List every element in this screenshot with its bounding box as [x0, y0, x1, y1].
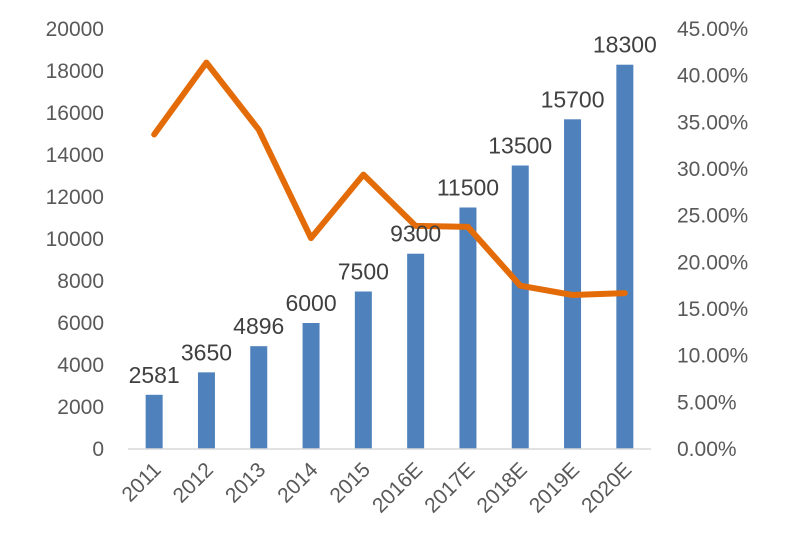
left-axis-tick-label: 20000	[46, 18, 104, 41]
line-point	[153, 133, 155, 135]
x-axis-tick-label: 2017E	[420, 458, 479, 517]
bar	[354, 291, 372, 449]
bar-data-label: 3650	[181, 339, 232, 365]
left-axis-tick-label: 18000	[46, 60, 104, 83]
line-point	[310, 237, 312, 239]
right-axis-tick-label: 35.00%	[677, 111, 748, 134]
bar	[250, 346, 268, 449]
bar-data-label: 4896	[233, 313, 284, 339]
x-axis-tick-label: 2013	[221, 458, 270, 507]
right-axis-tick-label: 10.00%	[677, 345, 748, 368]
line-series	[151, 59, 628, 298]
bar	[145, 394, 163, 449]
bar-data-label: 18300	[593, 32, 657, 58]
right-axis-tick-label: 30.00%	[677, 158, 748, 181]
line-point	[258, 129, 260, 131]
line-point	[205, 62, 207, 64]
x-axis-tick-label: 2011	[117, 458, 165, 506]
bar-data-label: 7500	[338, 259, 389, 285]
bar-data-label: 6000	[285, 290, 336, 316]
left-axis-tick-label: 10000	[46, 228, 104, 251]
line-point	[519, 285, 521, 287]
bar	[564, 119, 582, 450]
x-axis-tick-label: 2015	[326, 458, 375, 507]
right-axis-tick-label: 0.00%	[677, 438, 737, 461]
bar	[197, 372, 215, 449]
left-axis-tick-label: 8000	[57, 270, 104, 293]
left-axis-tick-label: 6000	[57, 312, 104, 335]
x-axis-tick-label: 2020E	[577, 458, 636, 517]
bar-series	[145, 64, 634, 450]
x-axis-tick-label: 2018E	[473, 458, 532, 517]
left-axis-tick-label: 12000	[46, 186, 104, 209]
bar	[616, 64, 634, 449]
bar-data-label: 15700	[541, 86, 605, 112]
bar	[459, 207, 477, 449]
left-axis-tick-label: 14000	[46, 144, 104, 167]
left-axis-tick-label: 0	[92, 438, 104, 461]
x-axis-tick-label: 2014	[273, 458, 323, 508]
right-axis-tick-label: 20.00%	[677, 251, 748, 274]
left-axis-tick-label: 16000	[46, 102, 104, 125]
line-point	[362, 174, 364, 176]
x-axis-ticks: 2011 2012 2013 2014 20152016E2017E2018E2019E…	[117, 458, 636, 517]
x-axis-tick-label: 2016E	[368, 458, 427, 517]
right-axis-tick-label: 25.00%	[677, 205, 748, 228]
x-axis-tick-label: 2012	[169, 458, 218, 507]
left-axis-tick-label: 4000	[57, 354, 104, 377]
line-series-path	[151, 59, 628, 298]
bar-data-label: 9300	[390, 221, 441, 247]
bar	[407, 253, 425, 449]
line-point	[624, 292, 626, 294]
right-axis-ticks: 0.00% 5.00% 10.00% 15.00% 20.00% 25.00% 30.00%…	[677, 18, 748, 461]
left-axis-ticks: 0 2000 4000 6000 8000 10000 12000 14000 16000 180…	[46, 18, 104, 461]
line-point	[415, 225, 417, 227]
line-point	[572, 294, 574, 296]
bar	[511, 165, 529, 449]
right-axis-tick-label: 45.00%	[677, 18, 748, 41]
bar-data-label: 11500	[437, 175, 499, 201]
bar	[302, 323, 320, 449]
left-axis-tick-label: 2000	[57, 396, 104, 419]
right-axis-tick-label: 40.00%	[677, 65, 748, 88]
line-point	[467, 226, 469, 228]
bar-data-label: 13500	[488, 133, 552, 159]
x-axis-tick-label: 2019E	[525, 458, 584, 517]
bar-data-label: 2581	[129, 362, 180, 388]
right-axis-tick-label: 5.00%	[677, 391, 737, 414]
right-axis-tick-label: 15.00%	[677, 298, 748, 321]
